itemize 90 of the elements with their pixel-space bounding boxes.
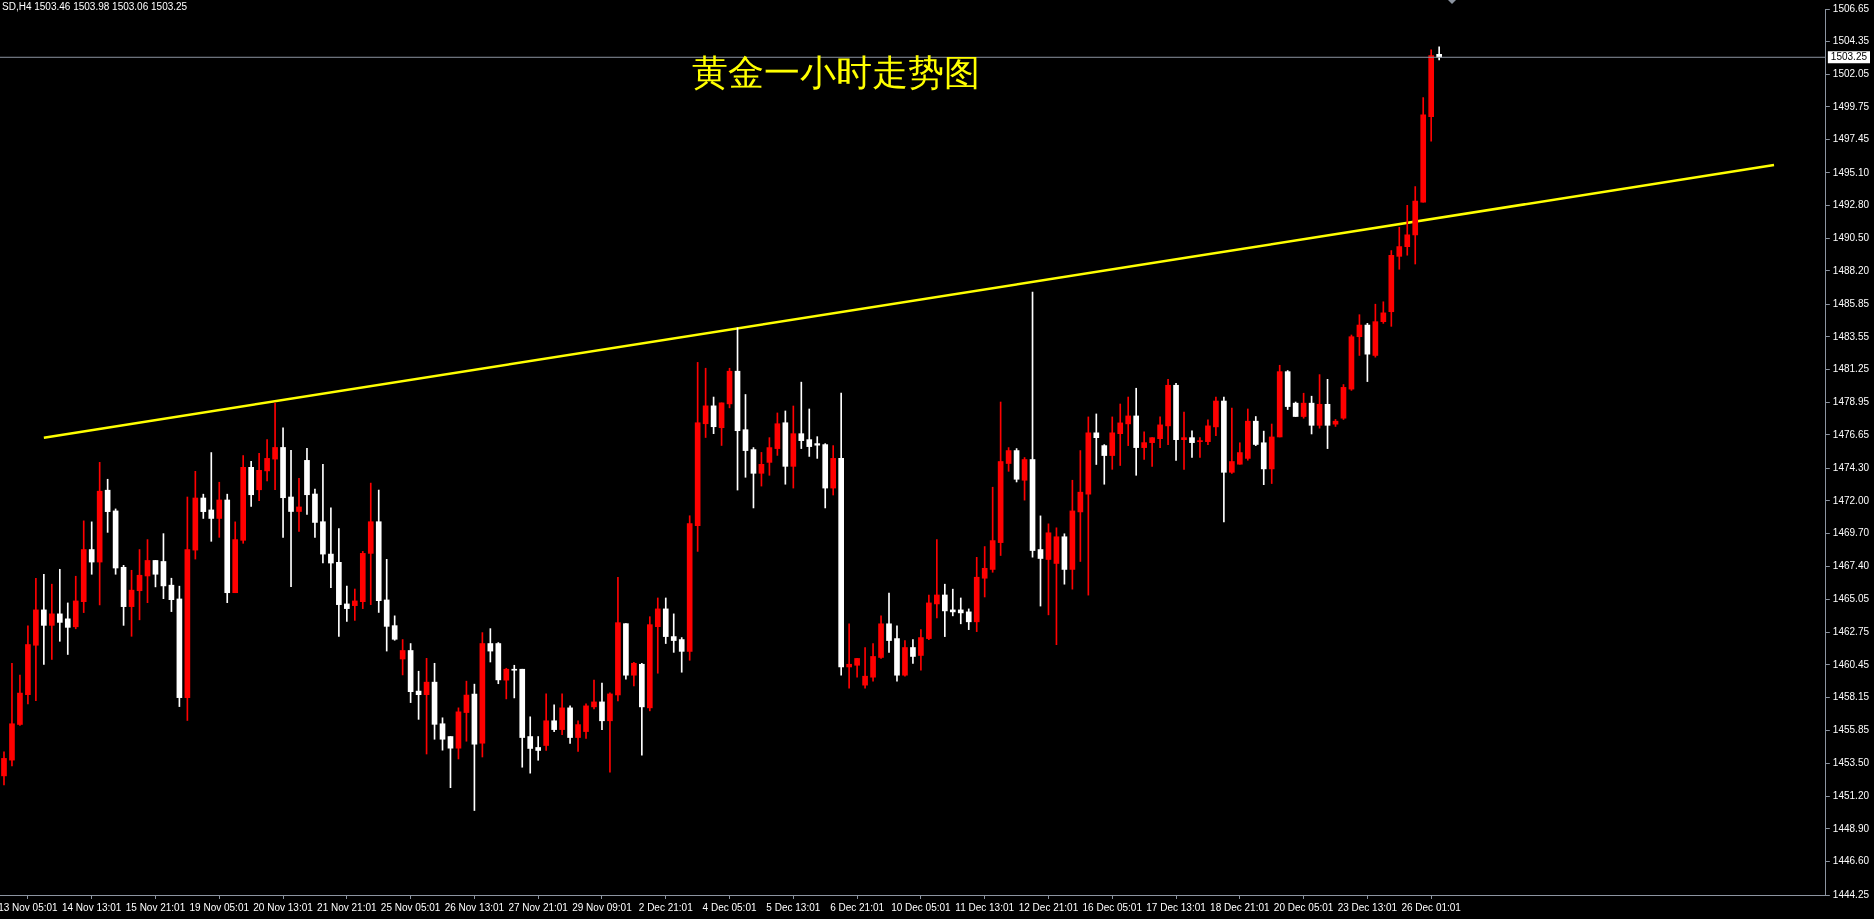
- x-tick-label: 6 Dec 21:01: [830, 901, 885, 913]
- y-tick-label: 1504.35: [1832, 35, 1870, 47]
- x-tick-label: 2 Dec 21:01: [638, 901, 694, 913]
- candlestick: [49, 583, 55, 660]
- candlestick: [1101, 444, 1108, 485]
- y-tick-label: 1490.50: [1832, 232, 1870, 244]
- x-tick-label: 19 Nov 05:01: [189, 901, 250, 913]
- text: 黄金一小时走势图: [692, 52, 981, 94]
- candlestick: [1404, 204, 1411, 256]
- candlestick: [296, 477, 302, 532]
- x-tick-label: 5 Dec 13:01: [766, 901, 821, 913]
- candlestick: [535, 736, 542, 761]
- y-tick-label: 1483.55: [1832, 330, 1870, 342]
- annotation: SD,H4 1503.46 1503.98 1503.06 1503.25: [2, 0, 188, 12]
- y-tick-label: 1506.65: [1832, 2, 1870, 14]
- candlestick: [981, 546, 988, 598]
- candlestick: [288, 450, 294, 588]
- candlestick: [654, 597, 661, 674]
- x-tick-label: 16 Dec 05:01: [1082, 901, 1143, 913]
- candlestick: [1093, 413, 1100, 465]
- y-tick-label: 1455.85: [1832, 724, 1870, 736]
- candlestick: [527, 716, 534, 774]
- y-tick-label: 1448.90: [1832, 822, 1870, 834]
- candlestick: [1125, 396, 1132, 446]
- x-tick-label: 26 Dec 01:01: [1401, 901, 1462, 913]
- y-tick-label: 1497.45: [1832, 133, 1870, 145]
- y-tick-label: 1502.05: [1832, 68, 1870, 80]
- x-tick-label: 29 Nov 09:01: [572, 901, 633, 913]
- y-tick-label: 1476.65: [1832, 428, 1870, 440]
- x-tick-label: 4 Dec 05:01: [702, 901, 757, 913]
- x-tick-label: 23 Dec 13:01: [1337, 901, 1398, 913]
- y-tick-label: 1488.20: [1832, 264, 1870, 276]
- candlestick: [272, 402, 278, 491]
- y-tick-label: 1467.40: [1832, 560, 1870, 572]
- y-tick-label: 1453.50: [1832, 757, 1870, 769]
- candlestick: [1189, 430, 1195, 458]
- candlestick: [862, 647, 868, 689]
- y-tick-label: 1478.95: [1832, 396, 1870, 408]
- candlestick: [806, 408, 813, 457]
- y-tick-label: 1460.45: [1832, 658, 1870, 670]
- x-tick-label: 12 Dec 21:01: [1018, 901, 1079, 913]
- candlestick: [814, 436, 821, 459]
- candlestick: [56, 568, 63, 642]
- y-tick-label: 1462.75: [1832, 626, 1870, 638]
- x-tick-label: 11 Dec 13:01: [955, 901, 1015, 913]
- y-tick-label: 1444.25: [1832, 888, 1870, 900]
- candlestick: [1117, 403, 1124, 466]
- candlestick: [1197, 437, 1203, 458]
- y-tick-label: 1492.80: [1832, 199, 1870, 211]
- candlestick: [798, 381, 805, 449]
- x-tick-label: 18 Dec 21:01: [1210, 901, 1270, 913]
- y-tick-label: 1469.70: [1832, 527, 1870, 539]
- candlestick: [934, 539, 940, 619]
- x-tick-label: 21 Nov 21:01: [317, 901, 378, 913]
- ref-line-label: 1503.25: [1830, 51, 1868, 63]
- y-tick-label: 1465.05: [1832, 593, 1870, 605]
- x-tick-label: 26 Nov 13:01: [444, 901, 505, 913]
- y-tick-label: 1458.15: [1832, 691, 1870, 703]
- candlestick: [1396, 226, 1403, 270]
- x-tick-label: 14 Nov 13:01: [61, 901, 122, 913]
- x-tick-label: 20 Dec 05:01: [1273, 901, 1334, 913]
- x-tick-label: 20 Nov 13:01: [253, 901, 314, 913]
- x-tick-label: 10 Dec 05:01: [891, 901, 952, 913]
- candlestick: [328, 507, 334, 589]
- x-tick-label: 17 Dec 13:01: [1146, 901, 1207, 913]
- x-tick-label: 15 Nov 21:01: [125, 901, 186, 913]
- candlestick: [846, 623, 852, 689]
- y-tick-label: 1481.25: [1832, 363, 1870, 375]
- candlestick: [1229, 407, 1235, 474]
- candlestick: [1181, 411, 1187, 470]
- y-tick-label: 1485.85: [1832, 298, 1870, 310]
- y-tick-label: 1499.75: [1832, 100, 1870, 112]
- candlestick: [511, 664, 518, 699]
- y-tick-label: 1446.60: [1832, 855, 1870, 867]
- candlestick: [344, 585, 350, 622]
- candlestick: [41, 573, 47, 665]
- y-tick-label: 1472.00: [1832, 494, 1870, 506]
- y-tick-label: 1474.30: [1832, 462, 1870, 474]
- candlestick: [1149, 437, 1155, 467]
- candlestick: [208, 452, 215, 542]
- x-tick-label: 25 Nov 05:01: [380, 901, 441, 913]
- x-tick-label: 27 Nov 21:01: [508, 901, 569, 913]
- candlestick: [670, 613, 677, 653]
- candlestick: [64, 602, 71, 655]
- y-tick-label: 1451.20: [1832, 790, 1870, 802]
- y-tick-label: 1495.10: [1832, 166, 1870, 178]
- candlestick: [88, 521, 95, 575]
- candlestick: [1141, 431, 1147, 460]
- candlestick: [591, 679, 597, 710]
- candlestick: [351, 588, 358, 621]
